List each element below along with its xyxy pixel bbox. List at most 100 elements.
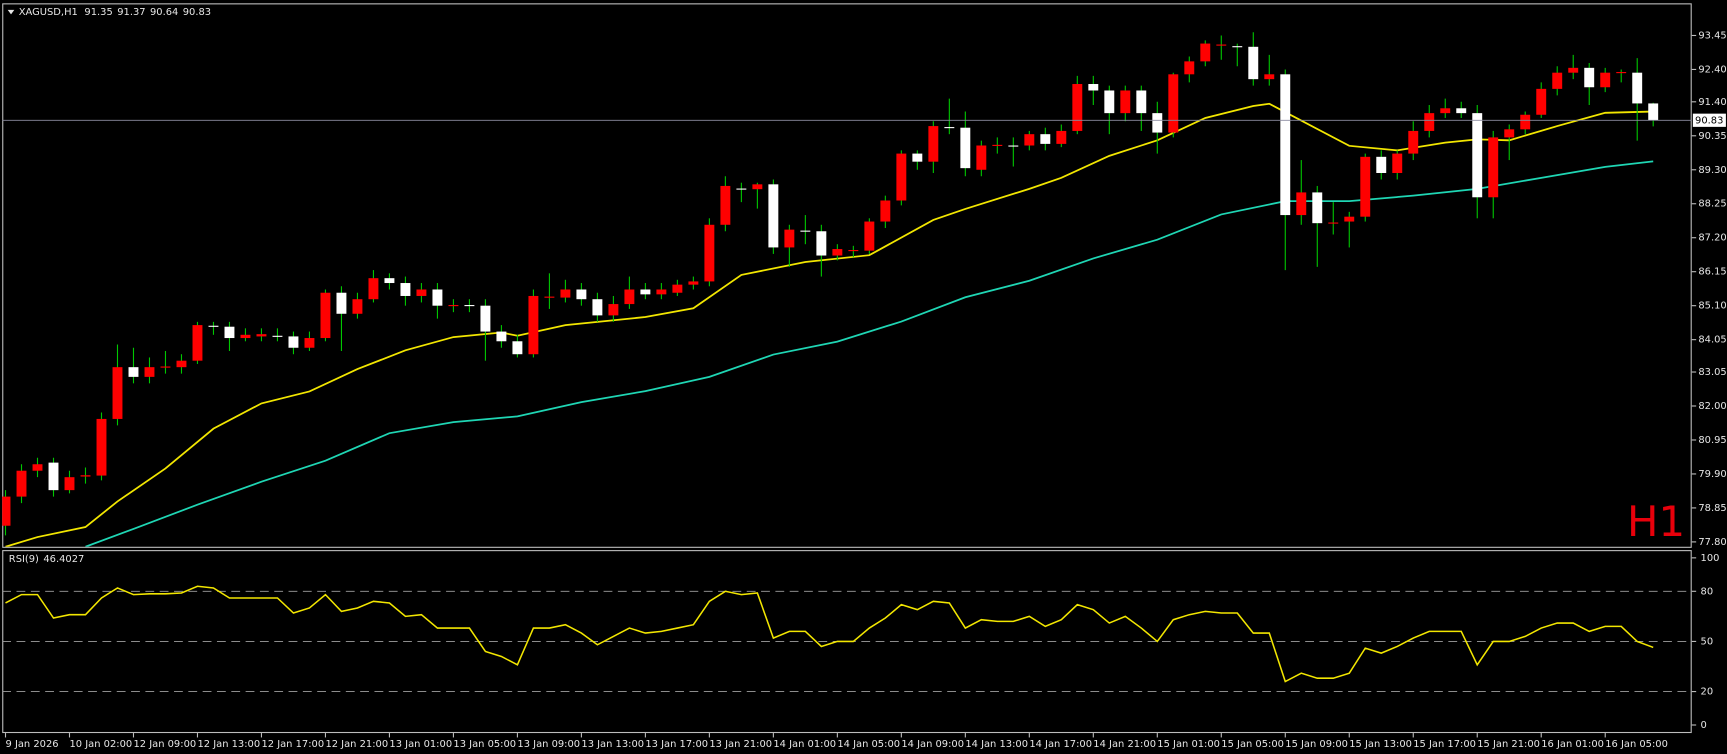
candle-body [144, 367, 155, 377]
candle-body [64, 477, 75, 491]
x-tick-label: 15 Jan 01:00 [1157, 739, 1220, 750]
x-tick-label: 14 Jan 13:00 [965, 739, 1028, 750]
axes: XAGUSD,H1 91.35 91.37 90.64 90.83 H1 93.45 92.4… [4, 7, 1727, 750]
candle-body [1184, 61, 1195, 75]
x-tick-label: 14 Jan 01:00 [773, 739, 836, 750]
candle-body [192, 325, 203, 361]
ohlc-value: 90.83 [183, 7, 211, 18]
price-label-box [1692, 113, 1726, 127]
candle-body [128, 367, 139, 377]
candle-body [352, 299, 363, 314]
y-tick-label: 50 [1701, 636, 1714, 647]
chart-title: XAGUSD,H1 [19, 7, 78, 18]
y-tick-label: 93.45 [1698, 30, 1726, 41]
candle-body [256, 334, 267, 337]
candle-body [1584, 67, 1595, 88]
candle-body [400, 283, 411, 296]
x-tick-label: 9 Jan 2026 [6, 739, 59, 750]
candle-body [1456, 108, 1467, 114]
candle-body [1472, 113, 1483, 198]
candle-body [560, 289, 571, 298]
x-tick-label: 15 Jan 13:00 [1349, 739, 1412, 750]
candle-body [1024, 134, 1035, 146]
candle-body [800, 230, 811, 232]
candle-body [1056, 130, 1067, 144]
candle-body [1264, 74, 1275, 80]
x-tick-label: 14 Jan 05:00 [837, 739, 900, 750]
x-tick-label: 12 Jan 09:00 [133, 739, 196, 750]
candle-body [80, 475, 91, 477]
x-tick-label: 13 Jan 09:00 [517, 739, 580, 750]
candle-body [528, 295, 539, 355]
y-tick-label: 82.00 [1698, 401, 1726, 412]
candle-body [896, 153, 907, 201]
menu-triangle [7, 9, 15, 15]
x-tick-label: 12 Jan 21:00 [325, 739, 388, 750]
moving-average [85, 160, 1654, 547]
ohlc-value: 91.37 [117, 7, 145, 18]
candle-body [336, 292, 347, 314]
candle-body [1568, 67, 1579, 73]
y-tick-label: 80.95 [1698, 435, 1726, 446]
main-panel-border [2, 3, 1692, 548]
x-tick-label: 12 Jan 13:00 [197, 739, 260, 750]
y-tick-label: 78.85 [1698, 503, 1726, 514]
y-tick-label: 84.05 [1698, 335, 1726, 346]
candle-body [1424, 113, 1435, 131]
x-tick-label: 13 Jan 21:00 [709, 739, 772, 750]
candle-body [1536, 88, 1547, 115]
x-tick-label: 15 Jan 09:00 [1285, 739, 1348, 750]
y-tick-label: 89.30 [1698, 165, 1726, 176]
candle-body [2, 496, 11, 526]
candle-body [544, 296, 555, 298]
y-tick-label: 91.40 [1698, 97, 1726, 108]
x-tick-label: 12 Jan 17:00 [261, 739, 324, 750]
candle-body [832, 249, 843, 256]
x-tick-label: 15 Jan 05:00 [1221, 739, 1284, 750]
candle-body [160, 366, 171, 368]
candle-body [496, 331, 507, 342]
candle-body [848, 250, 859, 252]
candle-body [816, 231, 827, 256]
candle-body [16, 470, 27, 497]
candle-body [1216, 44, 1227, 46]
candle-body [1440, 108, 1451, 114]
x-tick-label: 14 Jan 17:00 [1029, 739, 1092, 750]
candle-body [1504, 129, 1515, 138]
x-tick-label: 10 Jan 02:00 [69, 739, 132, 750]
candle-body [48, 462, 59, 491]
rsi-line [5, 585, 1654, 683]
candle-body [32, 464, 43, 471]
candle-body [976, 145, 987, 170]
candle-body [384, 278, 395, 284]
main-plot [2, 32, 1692, 547]
candle-body [416, 289, 427, 296]
candle-body [1136, 90, 1147, 114]
candle-body [1232, 46, 1243, 48]
candle-body [656, 289, 667, 295]
candle-body [928, 126, 939, 162]
y-tick-label: 77.80 [1698, 537, 1726, 548]
candle-body [432, 289, 443, 306]
candle-body [704, 224, 715, 282]
candle-body [672, 284, 683, 293]
y-tick-label: 85.10 [1698, 301, 1726, 312]
candle-body [992, 144, 1003, 146]
candle-body [736, 188, 747, 190]
price-label: 90.83 [1695, 115, 1723, 126]
candle-body [784, 229, 795, 248]
x-tick-label: 13 Jan 05:00 [453, 739, 516, 750]
y-tick-label: 100 [1701, 553, 1720, 564]
x-tick-label: 14 Jan 21:00 [1093, 739, 1156, 750]
x-tick-label: 13 Jan 01:00 [389, 739, 452, 750]
candle-body [464, 305, 475, 307]
candle-body [1520, 114, 1531, 130]
y-tick-label: 86.15 [1698, 267, 1726, 278]
ohlc-value: 90.64 [150, 7, 178, 18]
candle-body [1392, 153, 1403, 174]
candle-body [1248, 46, 1259, 80]
candle-body [224, 326, 235, 339]
candle-body [1296, 192, 1307, 216]
